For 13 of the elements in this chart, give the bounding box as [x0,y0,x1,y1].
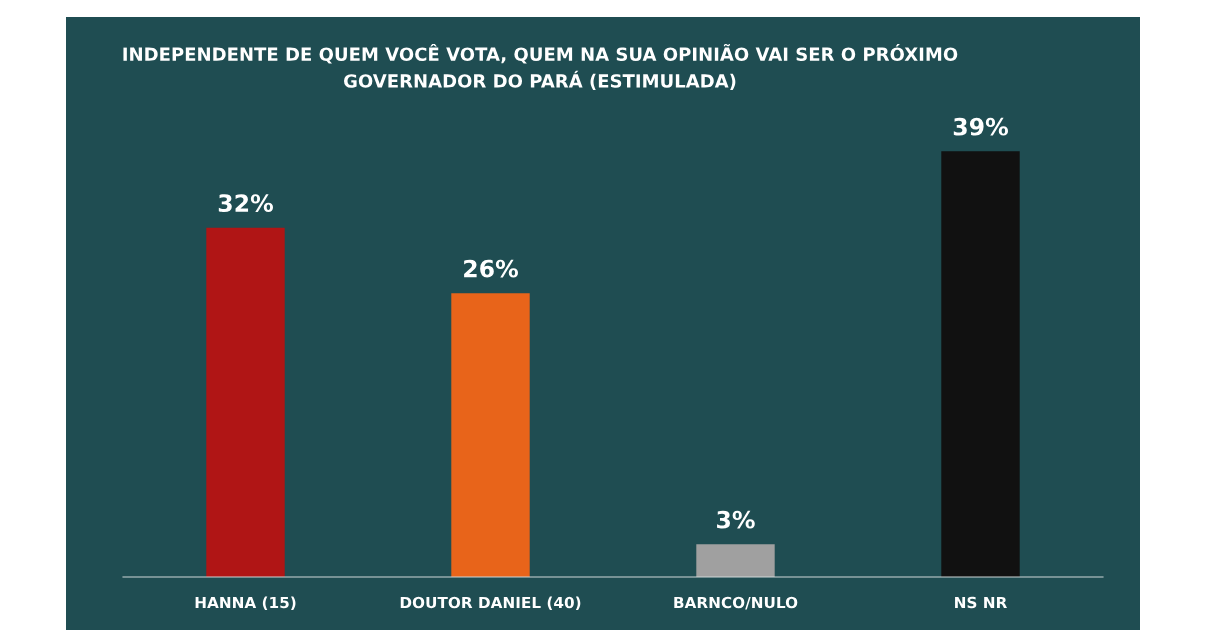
data-label: 26% [464,259,519,278]
data-label: 3% [717,510,755,529]
bar [696,544,775,577]
data-label: 39% [953,117,1009,136]
bar [206,227,285,577]
x-tick-label: HANNA (15) [195,596,296,611]
x-tick-label: NS NR [955,596,1008,609]
data-label: 32% [218,194,274,213]
x-tick-label: DOUTOR DANIEL (40) [400,596,581,611]
bar [941,151,1020,577]
bar [451,293,530,577]
chart-title: INDEPENDENTE DE QUEM VOCÊ VOTA, QUEM NA SUA OPINIÃO VAI SER O PRÓXIMO GOVERNADOR DO PARÁ (ESTIMULADA) [123,43,958,90]
x-tick-label: BARNCO/NULO [674,596,798,610]
